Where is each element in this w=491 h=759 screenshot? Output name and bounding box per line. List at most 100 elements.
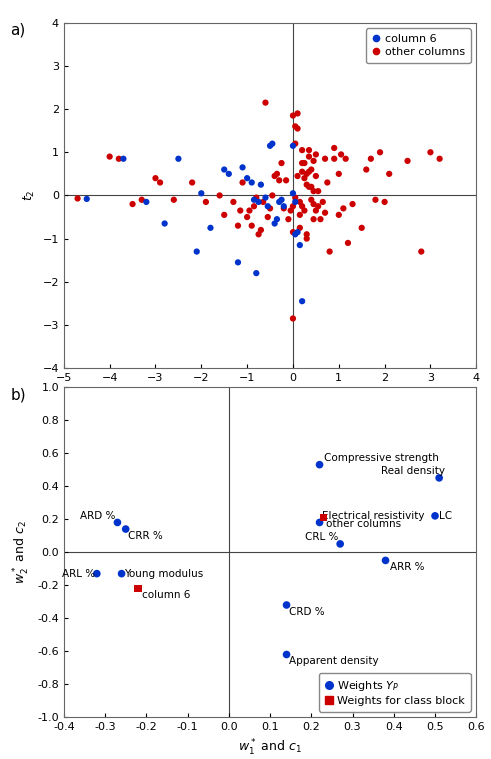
Point <box>294 107 301 119</box>
Point <box>243 211 251 223</box>
Point <box>289 187 297 200</box>
Point <box>291 228 299 241</box>
Point <box>262 96 270 109</box>
Point <box>142 196 150 208</box>
Point <box>307 194 315 206</box>
Point <box>255 228 263 241</box>
Point <box>298 157 306 169</box>
Point <box>319 196 327 208</box>
Point <box>291 191 299 203</box>
Point <box>339 203 347 215</box>
Text: ARD %: ARD % <box>80 511 115 521</box>
Point <box>134 582 142 594</box>
Point <box>138 194 146 206</box>
Point <box>243 172 251 184</box>
Point <box>321 206 329 219</box>
Point <box>362 163 370 175</box>
Text: Compressive strength: Compressive strength <box>324 453 438 463</box>
Point <box>296 209 304 221</box>
Point <box>262 191 270 203</box>
Text: Young modulus: Young modulus <box>124 568 203 578</box>
Point <box>344 237 352 249</box>
Point <box>427 146 435 159</box>
Point <box>291 137 299 150</box>
Point <box>170 194 178 206</box>
Point <box>289 226 297 238</box>
Point <box>336 538 344 550</box>
X-axis label: $w^*_1$ and $c_1$: $w^*_1$ and $c_1$ <box>238 738 302 757</box>
Point <box>229 196 237 208</box>
Point <box>305 150 313 162</box>
Point <box>298 200 306 213</box>
Text: Electrical resistivity: Electrical resistivity <box>322 511 424 521</box>
Point <box>314 200 322 213</box>
Point <box>289 109 297 121</box>
Point <box>202 196 210 208</box>
Text: Real density: Real density <box>382 466 445 476</box>
Point <box>252 267 260 279</box>
Point <box>310 185 318 197</box>
Point <box>310 213 318 225</box>
Point <box>316 458 324 471</box>
Point <box>93 568 101 580</box>
Point <box>303 228 311 241</box>
Point <box>174 153 182 165</box>
Point <box>239 162 246 174</box>
Point <box>264 211 272 223</box>
Point <box>236 204 244 216</box>
Point <box>266 140 274 152</box>
Point <box>294 170 301 182</box>
Point <box>193 245 201 257</box>
Point <box>317 213 325 225</box>
Point <box>129 198 136 210</box>
Point <box>280 200 288 213</box>
Text: ARL %: ARL % <box>62 568 95 578</box>
Point <box>289 140 297 152</box>
Point <box>307 181 315 193</box>
Point <box>271 217 278 229</box>
Point <box>283 599 291 611</box>
Point <box>312 148 320 160</box>
Point <box>277 194 285 206</box>
Point <box>298 165 306 178</box>
Point <box>234 219 242 231</box>
Point <box>330 142 338 154</box>
Point <box>310 198 318 210</box>
Point <box>216 189 223 201</box>
Point <box>282 175 290 187</box>
Point <box>207 222 215 234</box>
Text: a): a) <box>10 23 26 38</box>
Point <box>122 523 130 535</box>
Point <box>316 516 324 528</box>
Point <box>358 222 366 234</box>
Point <box>275 196 283 208</box>
Point <box>266 203 274 215</box>
Point <box>255 196 263 208</box>
Text: column 6: column 6 <box>142 591 191 600</box>
Point <box>296 239 304 251</box>
Point <box>326 245 333 257</box>
Point <box>220 163 228 175</box>
Point <box>305 144 313 156</box>
Point <box>404 155 411 167</box>
Point <box>305 165 313 178</box>
Point <box>248 176 256 188</box>
Point <box>294 226 301 238</box>
Point <box>298 144 306 156</box>
Point <box>296 196 304 208</box>
Point <box>113 516 121 528</box>
Point <box>259 196 267 208</box>
Point <box>273 213 281 225</box>
Point <box>280 203 288 215</box>
Point <box>152 172 160 184</box>
Point <box>305 181 313 193</box>
Legend: column 6, other columns: column 6, other columns <box>366 28 471 63</box>
Point <box>252 191 260 203</box>
Point <box>335 168 343 180</box>
Point <box>239 176 246 188</box>
Point <box>257 224 265 236</box>
Text: Apparent density: Apparent density <box>289 657 378 666</box>
Point <box>284 213 292 225</box>
Point <box>275 175 283 187</box>
Y-axis label: $t_2$: $t_2$ <box>22 190 37 201</box>
